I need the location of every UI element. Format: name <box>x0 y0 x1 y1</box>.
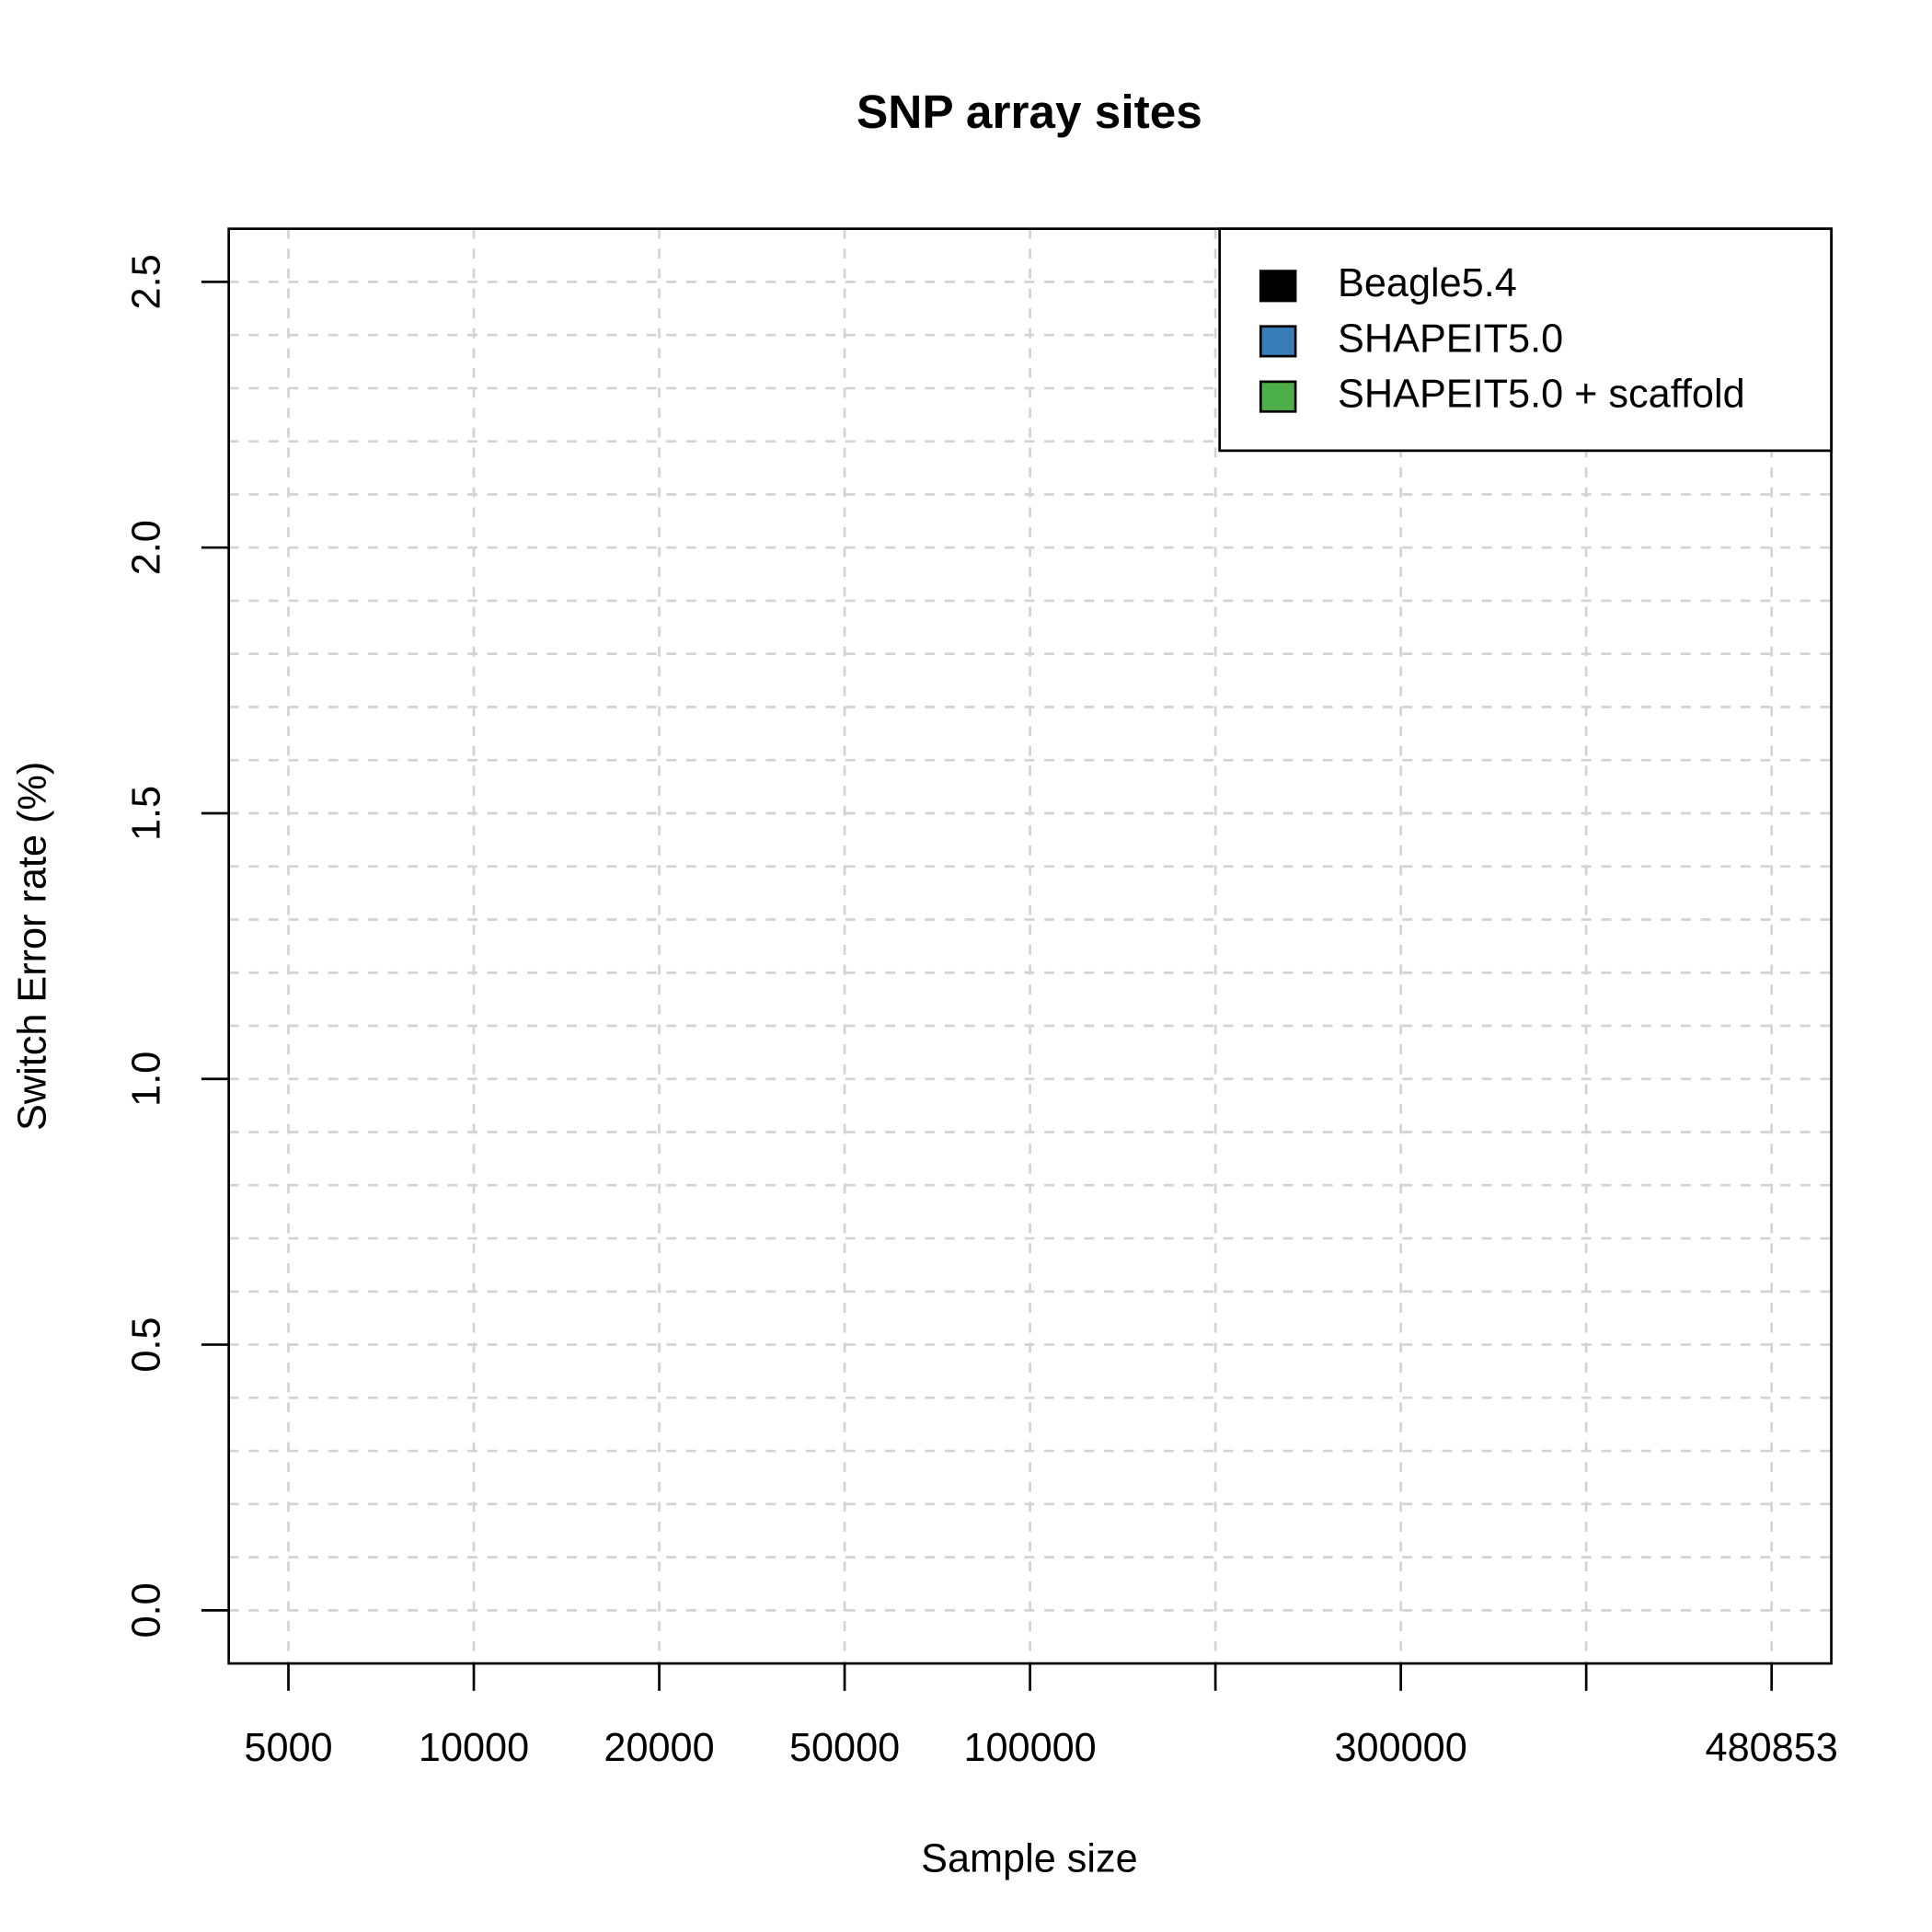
legend-label: Beagle5.4 <box>1338 261 1517 305</box>
x-tick-label: 100000 <box>963 1726 1096 1770</box>
y-tick-label: 1.5 <box>125 786 169 841</box>
y-tick-label: 0.0 <box>125 1582 169 1638</box>
y-tick-label: 1.0 <box>125 1052 169 1107</box>
legend-box <box>1218 227 1833 453</box>
x-tick-label: 480853 <box>1706 1726 1838 1770</box>
y-tick-label: 2.5 <box>125 254 169 309</box>
x-axis-label: Sample size <box>921 1836 1138 1880</box>
plot-frame <box>227 227 1833 1665</box>
x-tick-label: 50000 <box>789 1726 900 1770</box>
x-tick-label: 10000 <box>419 1726 529 1770</box>
legend-swatch <box>1259 270 1297 303</box>
legend-swatch <box>1259 380 1297 413</box>
legend-label: SHAPEIT5.0 + scaffold <box>1338 373 1745 417</box>
x-tick-label: 300000 <box>1334 1726 1466 1770</box>
y-tick-label: 2.0 <box>125 520 169 575</box>
x-tick-label: 20000 <box>604 1726 714 1770</box>
y-axis-label: Switch Error rate (%) <box>10 762 54 1131</box>
chart-title: SNP array sites <box>857 86 1202 138</box>
legend-swatch <box>1259 325 1297 358</box>
y-tick-label: 0.5 <box>125 1317 169 1373</box>
x-tick-label: 5000 <box>244 1726 332 1770</box>
legend-label: SHAPEIT5.0 <box>1338 316 1563 361</box>
